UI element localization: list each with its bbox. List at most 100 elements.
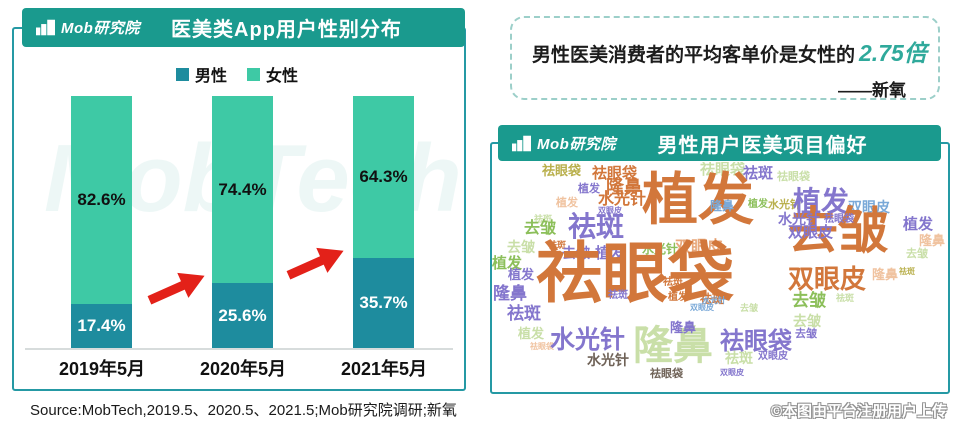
cloud-word: 双眼皮 [788, 264, 867, 294]
gender-chart-header: Mob研究院 医美类App用户性别分布 [22, 8, 465, 47]
quote-prefix: 男性医美消费者的平均客单价是女性的 [532, 45, 856, 66]
cloud-word: 隆鼻 [670, 320, 697, 335]
cloud-word: 双眼皮 [720, 368, 744, 377]
cloud-word: 水光针 [587, 352, 629, 368]
cloud-word: 隆鼻 [710, 199, 735, 213]
cloud-word: 去皱 [788, 203, 888, 259]
cloud-word: 植发 [748, 199, 768, 210]
increase-arrow [140, 257, 215, 320]
cloud-word: 祛斑 [608, 290, 628, 301]
mob-logo-label: Mob研究院 [537, 135, 616, 153]
cloud-word: 祛眼袋 [592, 165, 638, 182]
cloud-word: 祛眼袋 [720, 328, 792, 355]
cloud-word: 去皱 [793, 313, 821, 329]
cloud-word: 水光针 [778, 211, 820, 227]
gender-chart-title: 医美类App用户性别分布 [171, 19, 402, 41]
cloud-word: 水光针 [702, 296, 726, 305]
x-axis-line [25, 348, 453, 350]
cloud-word: 植发 [668, 292, 688, 303]
cloud-word: 双眼皮 [598, 206, 622, 215]
quote-text: 男性医美消费者的平均客单价是女性的 2.75倍 [532, 34, 927, 68]
cloud-word: 祛眼袋 [536, 236, 734, 310]
female-legend-label: 女性 [266, 68, 299, 85]
quote-box: 男性医美消费者的平均客单价是女性的 2.75倍 ——新氧 [510, 16, 940, 100]
mob-logo-icon [512, 135, 531, 151]
cloud-word: 祛斑 [743, 165, 774, 182]
cloud-word: 植发 [642, 168, 754, 231]
x-label-2021: 2021年5月 [340, 359, 428, 379]
male-legend-label: 男性 [194, 68, 227, 85]
cloud-word: 双眼皮 [675, 239, 724, 256]
x-label-2020: 2020年5月 [199, 359, 287, 379]
cloud-word: 祛眼袋 [542, 163, 582, 178]
cloud-word: 去皱 [524, 220, 557, 237]
male-segment: 25.6% [212, 283, 273, 348]
cloud-word: 水光针 [642, 242, 679, 256]
cloud-word: 植发 [556, 197, 578, 209]
increase-arrow [279, 232, 354, 295]
cloud-word: 隆鼻 [872, 267, 899, 282]
chart-legend: 男性 女性 [12, 62, 462, 86]
mob-logo: Mob研究院 [36, 17, 154, 38]
female-segment: 74.4% [212, 96, 273, 284]
mob-logo: Mob研究院 [512, 133, 630, 154]
cloud-word: 双眼皮 [758, 351, 788, 362]
cloud-word: 隆鼻 [919, 233, 946, 248]
cloud-word: 祛眼袋 [530, 342, 554, 351]
word-cloud: 祛眼袋 祛眼袋 祛眼袋 祛斑 祛眼袋 隆鼻 植发 水光针 植发 双眼皮 植发 隆鼻 植发 水光针 植发 双眼皮… [492, 162, 946, 388]
cloud-word: 祛斑 [725, 350, 753, 366]
cloud-word: 祛斑 [568, 211, 625, 242]
male-legend-swatch [175, 67, 189, 81]
cloud-word: 水光针 [598, 191, 647, 208]
cloud-word: 祛斑 [534, 214, 553, 224]
mob-logo-label: Mob研究院 [61, 20, 140, 37]
cloud-word: 祛斑 [507, 304, 541, 323]
cloud-word: 隆鼻 [493, 284, 527, 303]
cloud-word: 去皱 [562, 245, 590, 261]
cloud-word: 隆鼻 [606, 177, 642, 197]
male-segment: 35.7% [353, 258, 414, 348]
cloud-word: 去皱 [906, 248, 928, 260]
cloud-word: 隆鼻 [633, 324, 713, 368]
cloud-word: 植发 [518, 326, 545, 341]
wordcloud-header: Mob研究院 男性用户医美项目偏好 [498, 125, 941, 161]
cloud-word: 去皱 [792, 291, 826, 310]
quote-attribution: ——新氧 [838, 81, 906, 100]
quote-highlight: 2.75倍 [859, 40, 927, 66]
bar-2019: 82.6% 17.4% [71, 96, 132, 348]
upload-watermark: ©本图由平台注册用户上传 [770, 403, 947, 420]
cloud-word: 植发 [793, 186, 850, 217]
cloud-word: 植发 [595, 245, 626, 262]
legend-item-female: 女性 [247, 62, 298, 86]
cloud-word: 祛斑 [899, 267, 915, 276]
cloud-word: 双眼皮 [848, 199, 890, 215]
cloud-word: 祛斑 [663, 277, 683, 288]
cloud-word: 去皱 [740, 303, 759, 313]
source-note: Source:MobTech,2019.5、2020.5、2021.5;Mob研… [30, 402, 457, 419]
cloud-word: 祛眼袋 [650, 368, 683, 380]
cloud-word: 去皱 [795, 328, 817, 340]
cloud-word: 祛斑 [836, 293, 855, 303]
cloud-word: 祛眼袋 [824, 214, 854, 225]
cloud-word: 双眼皮 [788, 224, 834, 241]
female-legend-swatch [247, 67, 260, 81]
mob-logo-icon [36, 19, 55, 36]
cloud-word: 祛斑 [548, 240, 567, 250]
cloud-word: 植发 [903, 216, 934, 233]
wordcloud-title: 男性用户医美项目偏好 [657, 134, 868, 157]
cloud-word: 祛眼袋 [700, 162, 746, 178]
cloud-word: 水光针 [550, 326, 626, 354]
cloud-word: 植发 [578, 183, 600, 195]
cloud-word: 植发 [492, 255, 523, 272]
legend-item-male: 男性 [175, 62, 227, 86]
cloud-word: 水光针 [768, 199, 801, 211]
cloud-word: 植发 [508, 267, 535, 282]
bar-2020: 74.4% 25.6% [212, 96, 273, 348]
x-label-2019: 2019年5月 [58, 359, 146, 379]
cloud-word: 祛眼袋 [777, 171, 810, 183]
male-segment: 17.4% [71, 304, 132, 348]
cloud-word: 祛斑 [700, 292, 725, 306]
cloud-word: 去皱 [507, 239, 535, 255]
bar-2021: 64.3% 35.7% [353, 96, 414, 348]
